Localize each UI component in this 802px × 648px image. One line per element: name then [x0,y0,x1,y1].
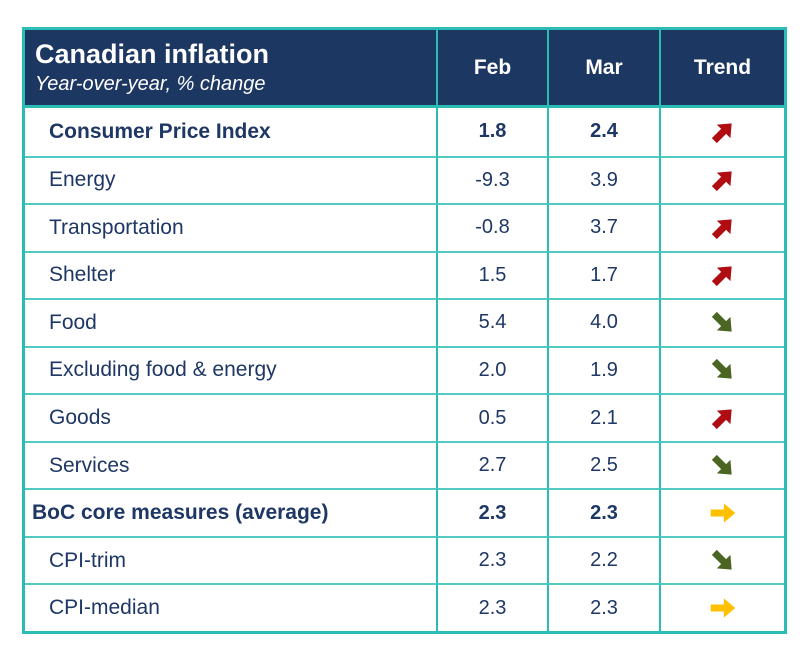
trend-arrow-icon [711,311,732,332]
feb-value: 0.5 [438,393,549,441]
mar-value: 2.3 [549,488,661,536]
trend-cell [661,250,784,299]
feb-value: -9.3 [438,155,549,204]
trend-arrow-icon [711,409,732,430]
trend-cell [661,203,784,251]
feb-value: 2.3 [438,583,549,631]
trend-cell [661,108,784,156]
row-label: Transportation [25,203,438,251]
column-header-trend: Trend [661,30,784,108]
feb-value: 1.8 [438,108,549,156]
column-header-mar: Mar [549,30,661,108]
mar-value: 1.7 [549,250,661,299]
feb-value: -0.8 [438,203,549,251]
mar-value: 4.0 [549,298,661,346]
trend-cell [661,345,784,394]
trend-cell [661,393,784,441]
trend-arrow-icon [710,503,735,523]
row-label: BoC core measures (average) [25,488,438,536]
mar-value: 2.3 [549,583,661,631]
trend-cell [661,583,784,631]
trend-cell [661,535,784,584]
trend-cell [661,298,784,346]
trend-arrow-icon [711,123,732,143]
mar-value: 2.5 [549,440,661,489]
feb-value: 5.4 [438,298,549,346]
mar-value: 2.1 [549,393,661,441]
trend-cell [661,155,784,204]
mar-value: 2.4 [549,108,661,156]
row-label: Services [25,440,438,489]
trend-arrow-icon [711,454,732,475]
mar-value: 1.9 [549,345,661,394]
trend-arrow-icon [711,219,732,239]
feb-value: 2.3 [438,535,549,584]
trend-arrow-icon [711,266,732,287]
row-label: Excluding food & energy [25,345,438,394]
column-header-feb: Feb [438,30,549,108]
page-subtitle: Year-over-year, % change [35,72,266,95]
page-title: Canadian inflation [35,39,270,70]
row-label: Consumer Price Index [25,108,438,156]
trend-arrow-icon [711,171,732,192]
row-label: Shelter [25,250,438,299]
inflation-table: Canadian inflation Year-over-year, % cha… [22,27,787,634]
feb-value: 2.0 [438,345,549,394]
trend-arrow-icon [711,359,732,380]
trend-cell [661,440,784,489]
row-label: Goods [25,393,438,441]
feb-value: 2.3 [438,488,549,536]
row-label: CPI-median [25,583,438,631]
mar-value: 3.7 [549,203,661,251]
trend-arrow-icon [711,549,732,570]
row-label: Food [25,298,438,346]
trend-cell [661,488,784,536]
mar-value: 3.9 [549,155,661,204]
trend-arrow-icon [710,598,735,618]
row-label: CPI-trim [25,535,438,584]
feb-value: 1.5 [438,250,549,299]
row-label: Energy [25,155,438,204]
mar-value: 2.2 [549,535,661,584]
feb-value: 2.7 [438,440,549,489]
table-title-cell: Canadian inflation Year-over-year, % cha… [25,30,438,108]
